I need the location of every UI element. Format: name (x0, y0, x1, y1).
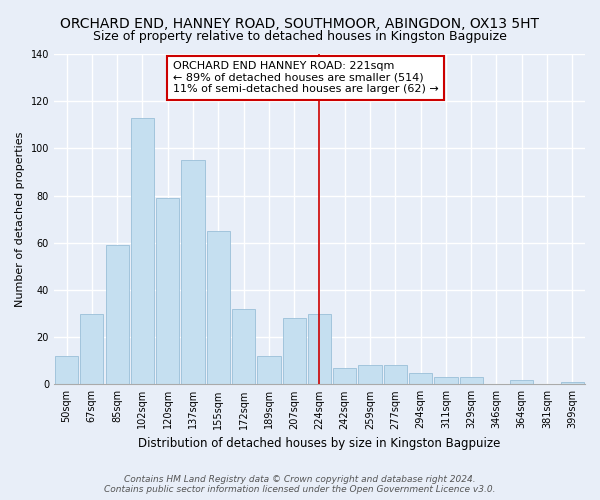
Bar (308, 314, 331, 384)
Text: ORCHARD END, HANNEY ROAD, SOUTHMOOR, ABINGDON, OX13 5HT: ORCHARD END, HANNEY ROAD, SOUTHMOOR, ABI… (61, 18, 539, 32)
Bar (206, 231, 230, 384)
Bar (358, 366, 382, 384)
X-axis label: Distribution of detached houses by size in Kingston Bagpuize: Distribution of detached houses by size … (138, 437, 500, 450)
Bar (333, 368, 356, 384)
Bar (409, 372, 432, 384)
Text: Size of property relative to detached houses in Kingston Bagpuize: Size of property relative to detached ho… (93, 30, 507, 43)
Bar (510, 380, 533, 384)
Bar (181, 160, 205, 384)
Y-axis label: Number of detached properties: Number of detached properties (15, 132, 25, 307)
Bar (257, 356, 281, 384)
Text: Contains HM Land Registry data © Crown copyright and database right 2024.
Contai: Contains HM Land Registry data © Crown c… (104, 474, 496, 494)
Text: ORCHARD END HANNEY ROAD: 221sqm
← 89% of detached houses are smaller (514)
11% o: ORCHARD END HANNEY ROAD: 221sqm ← 89% of… (173, 61, 439, 94)
Bar (106, 245, 129, 384)
Bar (434, 377, 458, 384)
Bar (80, 314, 103, 384)
Bar (283, 318, 306, 384)
Bar (156, 198, 179, 384)
Bar (131, 118, 154, 384)
Bar (55, 356, 78, 384)
Bar (561, 382, 584, 384)
Bar (232, 309, 255, 384)
Bar (460, 377, 483, 384)
Bar (383, 366, 407, 384)
